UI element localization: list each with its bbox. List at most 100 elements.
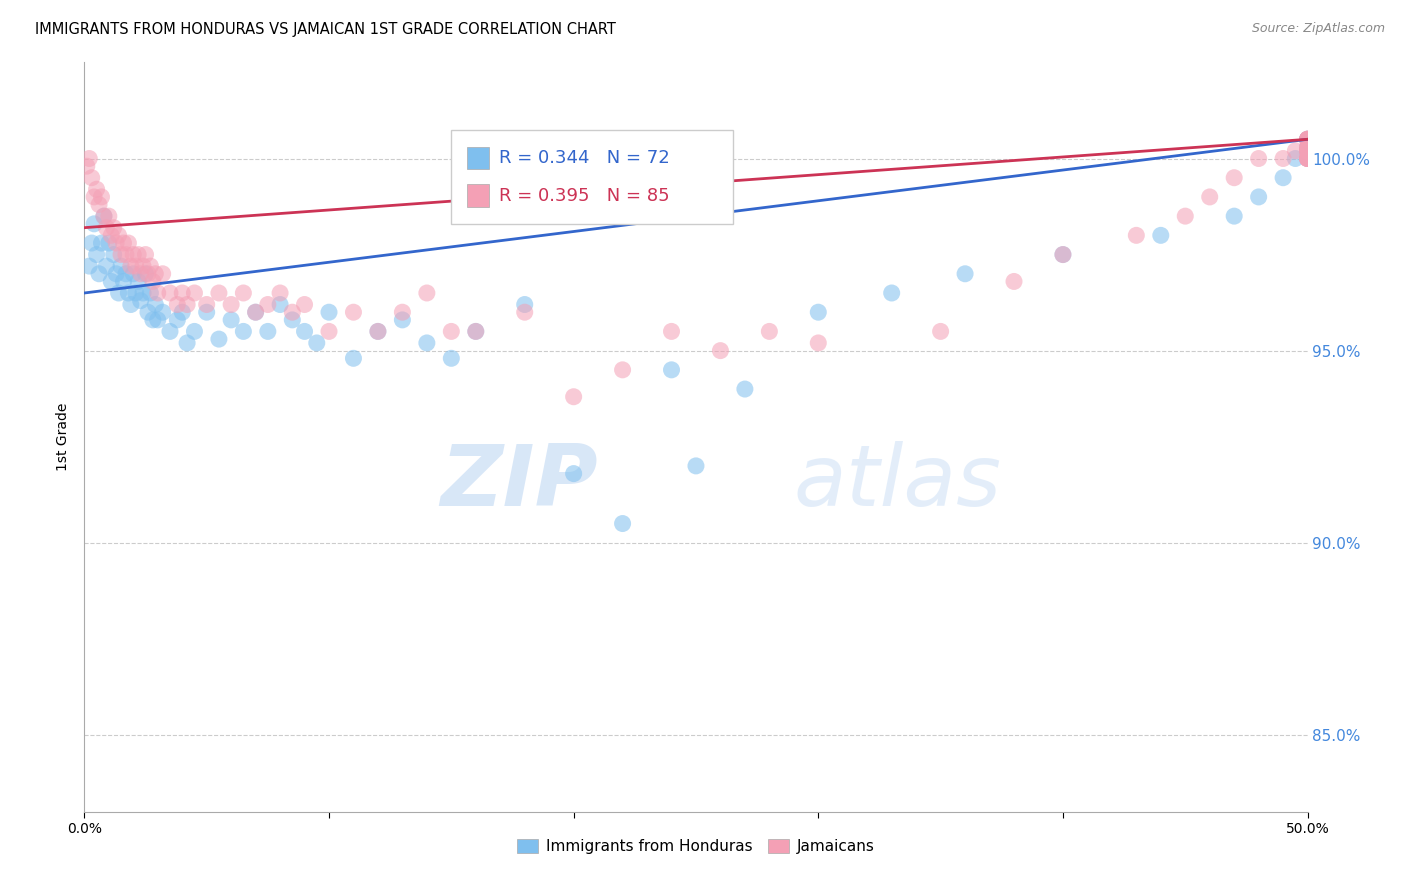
Point — [132, 259, 155, 273]
Point — [136, 305, 159, 319]
Text: R = 0.395   N = 85: R = 0.395 N = 85 — [499, 186, 669, 204]
Point — [96, 220, 118, 235]
Point — [464, 325, 486, 339]
Point — [245, 305, 267, 319]
Point — [83, 190, 105, 204]
Legend: Immigrants from Honduras, Jamaicans: Immigrants from Honduras, Jamaicans — [510, 833, 882, 860]
Point — [120, 297, 142, 311]
Point — [1247, 152, 1270, 166]
Point — [87, 267, 110, 281]
Point — [166, 313, 188, 327]
Point — [152, 305, 174, 319]
Point — [146, 313, 169, 327]
Point — [612, 516, 634, 531]
Point — [269, 297, 291, 311]
Point — [219, 297, 242, 311]
Point — [953, 267, 976, 281]
Point — [367, 325, 389, 339]
Point — [122, 247, 145, 261]
Point — [612, 363, 634, 377]
Point — [107, 228, 129, 243]
Point — [142, 313, 165, 327]
Point — [100, 228, 122, 243]
Point — [1296, 140, 1319, 154]
Point — [172, 305, 194, 319]
Point — [807, 335, 830, 350]
Point — [90, 235, 112, 250]
Point — [135, 267, 157, 281]
Point — [807, 305, 830, 319]
Point — [117, 285, 139, 300]
Point — [562, 390, 585, 404]
Point — [219, 313, 242, 327]
Text: Source: ZipAtlas.com: Source: ZipAtlas.com — [1251, 22, 1385, 36]
Point — [115, 267, 138, 281]
Point — [176, 297, 198, 311]
Point — [195, 305, 218, 319]
Point — [1223, 209, 1246, 223]
Point — [90, 190, 112, 204]
Point — [1296, 144, 1319, 158]
Point — [232, 325, 254, 339]
Point — [464, 325, 486, 339]
Point — [391, 305, 413, 319]
Point — [1296, 144, 1319, 158]
Point — [117, 235, 139, 250]
Point — [1296, 152, 1319, 166]
Point — [1296, 144, 1319, 158]
Point — [208, 285, 231, 300]
Point — [97, 235, 120, 250]
Point — [166, 297, 188, 311]
Point — [1198, 190, 1220, 204]
Bar — [467, 185, 489, 207]
Point — [232, 285, 254, 300]
Point — [110, 259, 132, 273]
Point — [685, 458, 707, 473]
Point — [105, 267, 128, 281]
Point — [143, 297, 166, 311]
Point — [416, 335, 439, 350]
Point — [562, 467, 585, 481]
Point — [416, 285, 439, 300]
Point — [93, 209, 115, 223]
Text: ZIP: ZIP — [440, 441, 598, 524]
Point — [1284, 144, 1306, 158]
Point — [86, 247, 108, 261]
Point — [281, 313, 304, 327]
Point — [139, 285, 162, 300]
Point — [195, 297, 218, 311]
Point — [129, 293, 152, 308]
Point — [1296, 140, 1319, 154]
Point — [1296, 144, 1319, 158]
Point — [183, 325, 205, 339]
Point — [100, 275, 122, 289]
Point — [127, 247, 149, 261]
Point — [80, 235, 103, 250]
Point — [1272, 152, 1295, 166]
Point — [87, 197, 110, 211]
Text: R = 0.344   N = 72: R = 0.344 N = 72 — [499, 149, 669, 167]
Point — [103, 247, 125, 261]
Point — [80, 170, 103, 185]
Point — [77, 259, 100, 273]
Point — [661, 363, 683, 377]
Point — [120, 259, 142, 273]
Point — [257, 297, 280, 311]
Point — [1002, 275, 1025, 289]
Point — [103, 220, 125, 235]
Point — [1174, 209, 1197, 223]
Point — [1296, 152, 1319, 166]
Point — [86, 182, 108, 196]
Point — [176, 335, 198, 350]
Point — [1296, 140, 1319, 154]
Point — [440, 325, 463, 339]
Point — [152, 267, 174, 281]
Point — [183, 285, 205, 300]
Point — [440, 351, 463, 366]
Point — [115, 247, 138, 261]
Point — [1052, 247, 1074, 261]
Point — [880, 285, 903, 300]
Point — [139, 259, 162, 273]
Point — [135, 247, 157, 261]
Text: atlas: atlas — [794, 441, 1002, 524]
